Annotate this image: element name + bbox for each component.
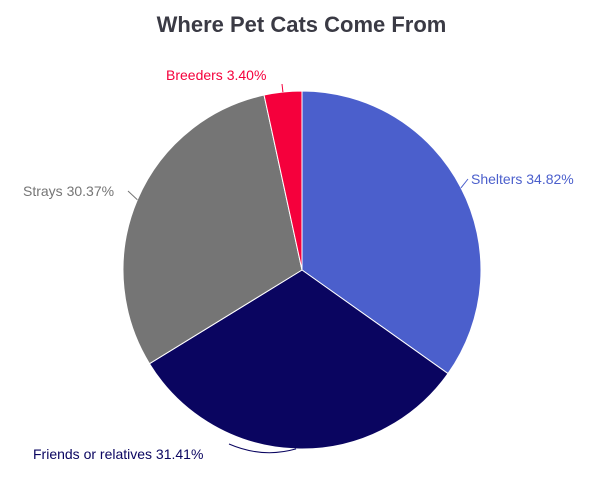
chart-title: Where Pet Cats Come From xyxy=(156,12,447,37)
pie-slice-strays xyxy=(122,94,303,365)
slice-leader-line xyxy=(460,178,469,189)
pie-slice-breeders xyxy=(263,90,303,271)
slice-label: Friends or relatives 31.41% xyxy=(33,446,203,462)
slice-leader-line xyxy=(228,443,297,454)
slice-label: Breeders 3.40% xyxy=(166,67,266,83)
slice-leader-line xyxy=(281,83,284,93)
slice-label: Strays 30.37% xyxy=(23,183,114,199)
slice-leader-line xyxy=(127,190,138,201)
pie-slice-friends-or-relatives xyxy=(148,269,449,450)
slice-label: Shelters 34.82% xyxy=(471,171,574,187)
